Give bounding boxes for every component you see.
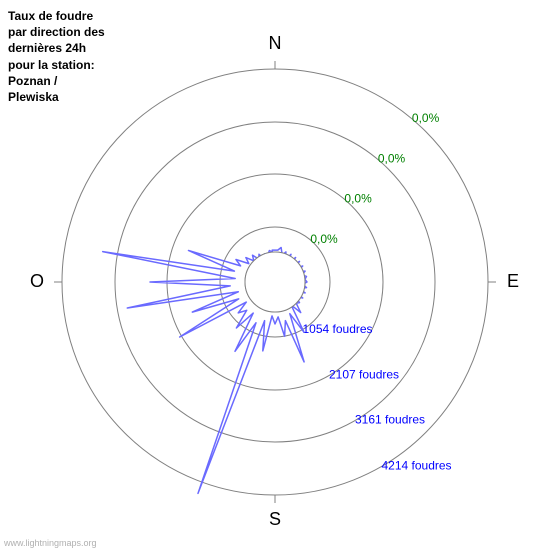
ring-label-top: 0,0% (412, 111, 440, 125)
cardinal-label: N (269, 33, 282, 53)
ring-label-bottom: 4214 foudres (382, 459, 452, 473)
ring-label-top: 0,0% (344, 191, 372, 205)
ring-label-top: 0,0% (310, 232, 338, 246)
ring-label-bottom: 3161 foudres (355, 413, 425, 427)
center-circle-top (245, 252, 305, 312)
cardinal-label: E (507, 271, 519, 291)
cardinal-label: S (269, 509, 281, 529)
chart-title: Taux de foudre par direction des dernièr… (8, 8, 108, 105)
cardinal-label: O (30, 271, 44, 291)
footer-credit: www.lightningmaps.org (4, 538, 97, 548)
ring-label-top: 0,0% (378, 152, 406, 166)
ring-label-bottom: 2107 foudres (329, 368, 399, 382)
ring-label-bottom: 1054 foudres (303, 322, 373, 336)
